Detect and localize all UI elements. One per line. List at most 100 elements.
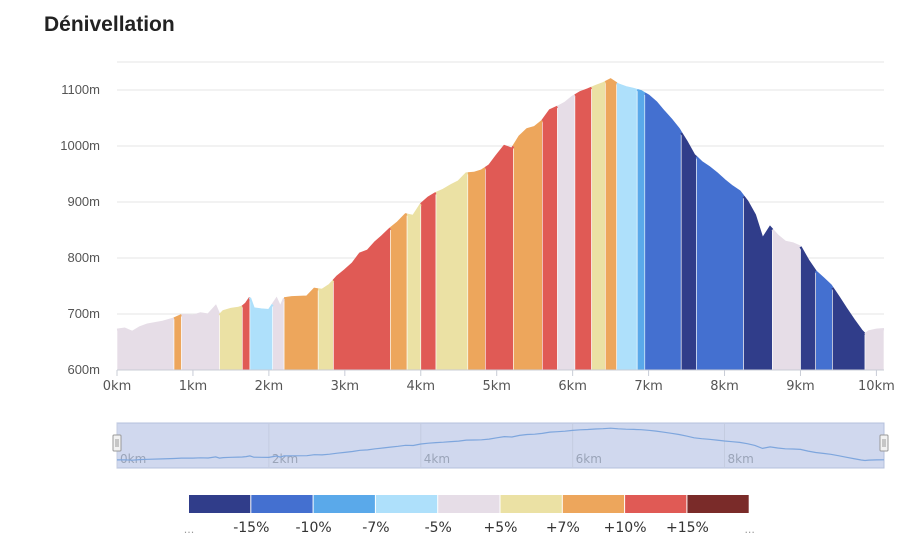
segment-outline (574, 86, 593, 97)
elevation-outline (116, 78, 885, 336)
x-tick-label: 0km (103, 379, 131, 394)
grade-segment (467, 167, 486, 371)
legend-label: ... (744, 523, 755, 536)
grade-segment (333, 227, 391, 371)
grade-segment (390, 213, 408, 371)
x-tick-label: 4km (407, 379, 435, 394)
y-tick-label: 1000m (60, 138, 100, 153)
segment-outline (814, 270, 834, 289)
segment-outline (116, 317, 175, 334)
segment-outline (318, 279, 335, 292)
legend-label: +5% (484, 520, 518, 536)
chart-title: Dénivellation (44, 13, 175, 36)
grade-segment (772, 228, 801, 371)
grade-segment (219, 306, 243, 371)
grade-segment (283, 288, 319, 371)
segment-outline (271, 296, 286, 311)
navigator-handle[interactable] (879, 434, 889, 452)
segment-outline (181, 304, 221, 317)
segment-outline (512, 119, 543, 147)
segment-outline (420, 192, 437, 206)
y-tick-label: 700m (67, 306, 100, 321)
grade-segment (815, 270, 833, 371)
segment-outline (604, 78, 618, 85)
grade-segment (435, 172, 469, 371)
segment-outline (799, 246, 817, 273)
legend-swatch (438, 495, 500, 513)
segment-outline (616, 82, 638, 92)
segment-outline (556, 94, 576, 108)
grade-segment (557, 94, 576, 371)
segment-outline (283, 287, 319, 300)
legend-label: +7% (546, 520, 580, 536)
axes: 600m 700m 800m 900m 1000m 1100m 0km 1km 2km 3km 4k… (60, 82, 895, 394)
legend-swatch (251, 495, 313, 513)
y-tick-label: 600m (67, 362, 100, 377)
grade-segment (800, 245, 816, 371)
grade-segment (173, 314, 182, 371)
x-tick-label: 8km (710, 379, 738, 394)
grade-segment (485, 145, 514, 371)
navigator-series-line (116, 427, 885, 462)
x-tick-label: 10km (858, 379, 895, 394)
navigator-label: 0km (120, 452, 146, 466)
grade-segment (574, 87, 592, 371)
x-tick-label: 2km (255, 379, 283, 394)
segment-outline (680, 132, 698, 158)
segment-outline (591, 81, 606, 89)
navigator-label: 2km (272, 452, 298, 466)
segment-outline (831, 287, 866, 335)
navigator-label: 4km (424, 452, 450, 466)
legend-swatch (625, 495, 687, 513)
navigator-window[interactable] (116, 422, 885, 469)
segment-outline (435, 172, 468, 195)
x-tick-label: 7km (634, 379, 662, 394)
segment-outline (241, 297, 251, 308)
legend-label: +15% (666, 520, 709, 536)
legend-swatch (189, 495, 251, 513)
legend-label: -15% (233, 520, 269, 536)
x-tick-label: 9km (786, 379, 814, 394)
segment-outline (771, 228, 801, 248)
legend-label: -7% (362, 520, 389, 536)
segment-outline (467, 167, 486, 175)
grade-segment (680, 131, 697, 371)
segment-outline (864, 328, 885, 336)
grade-bands (116, 79, 885, 371)
segment-outline (636, 88, 646, 95)
grade-segment (542, 106, 558, 371)
x-tick-label: 3km (331, 379, 359, 394)
legend-label: +10% (604, 520, 647, 536)
grade-segment (616, 82, 638, 371)
grade-segment (605, 79, 617, 371)
legend-swatch (562, 495, 625, 513)
x-tick-label: 1km (179, 379, 207, 394)
grade-segment (644, 92, 682, 371)
grade-segment (317, 279, 334, 371)
segment-outline (218, 305, 243, 316)
x-tick-label: 5km (482, 379, 510, 394)
legend-label: ... (184, 523, 195, 536)
legend-label: -10% (296, 520, 332, 536)
segment-outline (541, 105, 558, 122)
grade-segment (513, 120, 543, 371)
segment-outline (484, 144, 515, 170)
grade-segment (272, 298, 285, 371)
y-tick-label: 900m (67, 194, 100, 209)
grade-segment (864, 328, 885, 371)
grade-legend: ... -15% -10% -7% -5% +5% +7% +10% +15%... (184, 495, 755, 536)
grade-segment (591, 81, 606, 371)
navigator-handle[interactable] (112, 434, 122, 452)
legend-swatch (500, 495, 562, 513)
segment-outline (389, 213, 408, 230)
segment-outline (742, 195, 774, 242)
grade-segment (420, 192, 437, 371)
legend-label: -5% (425, 520, 452, 536)
segment-outline (248, 297, 274, 312)
legend-swatch (313, 495, 375, 513)
segment-outline (695, 156, 745, 198)
navigator[interactable]: 0km 2km 4km 6km 8km (112, 422, 889, 469)
legend-swatch (687, 495, 749, 513)
y-tick-label: 800m (67, 250, 100, 265)
